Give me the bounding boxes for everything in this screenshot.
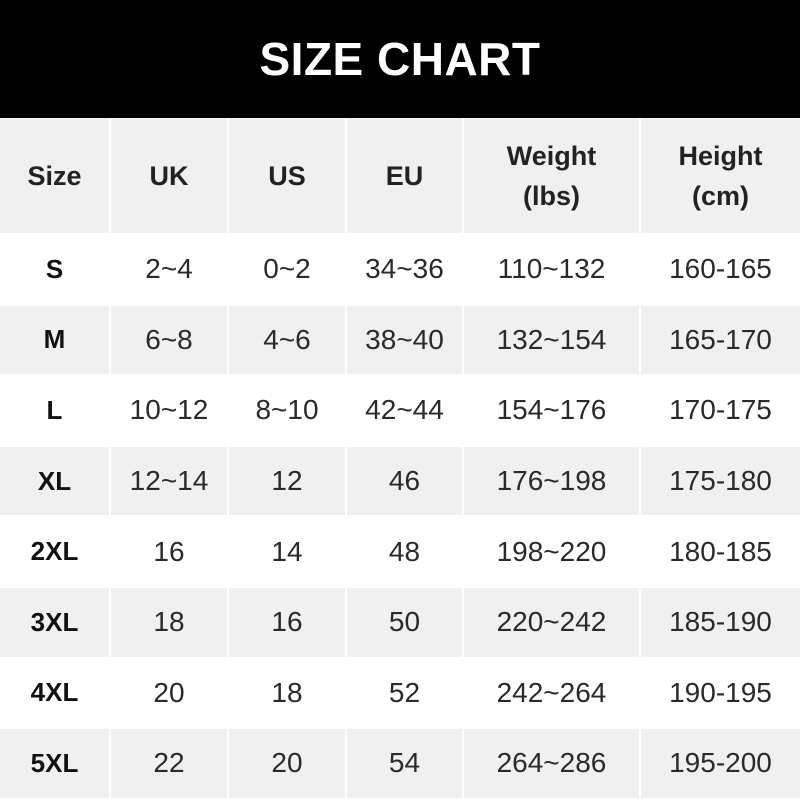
cell-eu: 38~40 [346, 304, 464, 377]
cell-us: 12 [228, 445, 347, 518]
cell-height: 190-195 [640, 657, 800, 730]
column-header-label: Size [27, 160, 82, 191]
table-row: L 10~12 8~10 42~44 154~176 170-175 [0, 375, 800, 447]
column-header-label: US [268, 160, 306, 191]
cell-weight: 132~154 [463, 304, 641, 377]
cell-height: 180-185 [640, 516, 800, 588]
cell-height: 185-190 [640, 586, 800, 659]
cell-uk: 20 [110, 657, 229, 730]
cell-eu: 34~36 [346, 234, 464, 306]
table-row: 2XL 16 14 48 198~220 180-185 [0, 516, 800, 588]
cell-us: 14 [228, 516, 347, 588]
header-row: Size UK US EU Weight (lbs) Height (cm) [0, 118, 800, 235]
cell-size: 2XL [0, 516, 111, 588]
cell-weight: 110~132 [463, 234, 641, 306]
column-header-uk: UK [110, 118, 229, 235]
title-bar: SIZE CHART [0, 0, 800, 118]
cell-size: 3XL [0, 586, 111, 659]
column-header-unit: (lbs) [523, 180, 580, 211]
cell-us: 18 [228, 657, 347, 730]
cell-height: 160-165 [640, 234, 800, 306]
table-row: S 2~4 0~2 34~36 110~132 160-165 [0, 234, 800, 306]
cell-eu: 46 [346, 445, 464, 518]
column-header-label: Weight [506, 140, 597, 171]
cell-eu: 52 [346, 657, 464, 730]
cell-us: 20 [228, 728, 347, 800]
table-body: S 2~4 0~2 34~36 110~132 160-165 M 6~8 4~6 38~40 13… [0, 234, 800, 800]
cell-weight: 176~198 [463, 445, 641, 518]
table-row: 5XL 22 20 54 264~286 195-200 [0, 728, 800, 800]
cell-us: 16 [228, 586, 347, 659]
cell-weight: 220~242 [463, 586, 641, 659]
cell-eu: 50 [346, 586, 464, 659]
cell-eu: 42~44 [346, 375, 464, 447]
cell-us: 0~2 [228, 234, 347, 306]
cell-weight: 198~220 [463, 516, 641, 588]
cell-us: 4~6 [228, 304, 347, 377]
column-header-height: Height (cm) [640, 118, 800, 235]
cell-uk: 16 [110, 516, 229, 588]
column-header-label: UK [149, 160, 189, 191]
cell-uk: 2~4 [110, 234, 229, 306]
cell-uk: 18 [110, 586, 229, 659]
cell-eu: 48 [346, 516, 464, 588]
cell-eu: 54 [346, 728, 464, 800]
cell-uk: 6~8 [110, 304, 229, 377]
cell-size: L [0, 375, 111, 447]
cell-height: 195-200 [640, 728, 800, 800]
cell-size: M [0, 304, 111, 377]
column-header-unit: (cm) [691, 180, 749, 211]
cell-size: 5XL [0, 728, 111, 800]
cell-uk: 22 [110, 728, 229, 800]
column-header-label: Height [678, 140, 763, 171]
cell-weight: 154~176 [463, 375, 641, 447]
cell-uk: 10~12 [110, 375, 229, 447]
cell-weight: 264~286 [463, 728, 641, 800]
table-row: M 6~8 4~6 38~40 132~154 165-170 [0, 304, 800, 377]
cell-height: 165-170 [640, 304, 800, 377]
size-table: Size UK US EU Weight (lbs) Height (cm) S 2~4 0~2 3… [0, 118, 800, 800]
cell-size: XL [0, 445, 111, 518]
column-header-size: Size [0, 118, 111, 235]
column-header-us: US [228, 118, 347, 235]
cell-size: 4XL [0, 657, 111, 730]
column-header-weight: Weight (lbs) [463, 118, 641, 235]
cell-weight: 242~264 [463, 657, 641, 730]
table-row: XL 12~14 12 46 176~198 175-180 [0, 445, 800, 518]
column-header-eu: EU [346, 118, 464, 235]
cell-height: 175-180 [640, 445, 800, 518]
column-header-label: EU [385, 160, 424, 191]
title: SIZE CHART [259, 33, 541, 85]
cell-us: 8~10 [228, 375, 347, 447]
cell-uk: 12~14 [110, 445, 229, 518]
table-row: 3XL 18 16 50 220~242 185-190 [0, 586, 800, 659]
cell-height: 170-175 [640, 375, 800, 447]
cell-size: S [0, 234, 111, 306]
table-row: 4XL 20 18 52 242~264 190-195 [0, 657, 800, 730]
